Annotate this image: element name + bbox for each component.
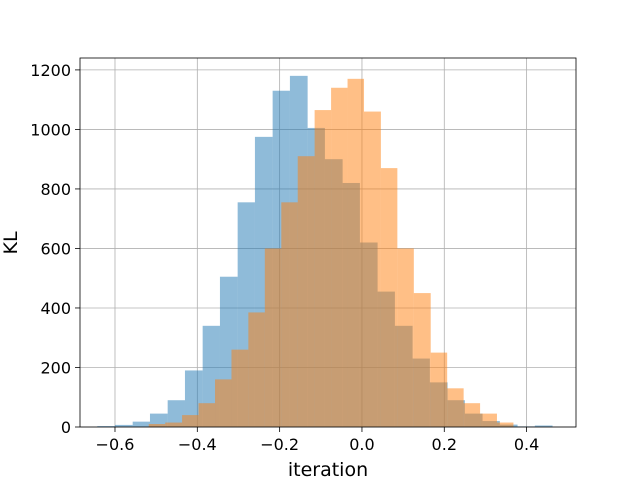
x-tick-label: −0.2 — [260, 435, 299, 454]
x-tick-label: 0.2 — [432, 435, 457, 454]
y-tick-label: 1200 — [30, 61, 71, 80]
histogram-bars — [97, 75, 553, 428]
histogram-bar-series-2 — [347, 78, 365, 428]
histogram-bar-series-2 — [413, 293, 431, 427]
y-tick-label: 800 — [40, 180, 71, 199]
histogram-bar-series-1 — [114, 424, 133, 427]
histogram-bar-series-2 — [380, 168, 398, 427]
histogram-bar-series-2 — [148, 424, 166, 427]
histogram-bar-series-1 — [534, 425, 553, 427]
histogram-bar-series-1 — [184, 370, 203, 427]
histogram-bar-series-2 — [480, 413, 497, 427]
histogram-bar-series-2 — [463, 403, 481, 427]
x-tick-label: −0.6 — [96, 435, 135, 454]
histogram-bar-series-1 — [167, 400, 185, 427]
histogram-bar-series-2 — [314, 110, 332, 428]
histogram-bar-series-2 — [281, 202, 298, 427]
y-tick-label: 200 — [40, 358, 71, 377]
histogram-bar-series-2 — [198, 403, 216, 427]
histogram-bar-series-2 — [496, 422, 514, 427]
histogram-bar-series-2 — [231, 349, 249, 427]
x-tick-label: 0.0 — [349, 435, 374, 454]
plot-frame — [79, 57, 577, 428]
histogram-bar-series-2 — [297, 156, 315, 428]
y-tick-label: 1000 — [30, 120, 71, 139]
histogram-bar-series-2 — [264, 248, 282, 427]
y-tick-label: 400 — [40, 299, 71, 318]
x-tick-label: 0.4 — [514, 435, 539, 454]
y-axis-label: KL — [0, 231, 22, 254]
y-tick-label: 0 — [61, 418, 71, 437]
histogram-bar-series-2 — [397, 248, 414, 427]
histogram-bar-series-2 — [430, 352, 448, 427]
histogram-bar-series-2 — [182, 415, 199, 427]
histogram-bar-series-1 — [132, 421, 150, 427]
axis-ticks: −0.6 −0.4 −0.2 0.0 0.2 0.4 0 200 400 600 800 1000 12… — [30, 61, 539, 454]
histogram-bar-series-2 — [447, 388, 464, 427]
x-tick-label: −0.4 — [178, 435, 217, 454]
histogram-bar-series-2 — [215, 379, 232, 427]
histogram-bar-series-2 — [364, 111, 381, 427]
histogram-bar-series-1 — [149, 413, 168, 427]
y-tick-label: 600 — [40, 239, 71, 258]
x-axis-label: iteration — [288, 459, 368, 480]
histogram-bar-series-1 — [97, 426, 115, 427]
histogram-bar-series-2 — [165, 422, 183, 427]
histogram-bar-series-2 — [248, 312, 265, 427]
histogram-bar-series-2 — [331, 87, 348, 428]
